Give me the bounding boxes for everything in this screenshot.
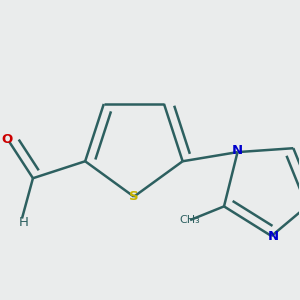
Text: H: H [19,216,29,229]
Text: O: O [2,133,13,146]
Text: CH₃: CH₃ [180,215,200,225]
Text: N: N [232,144,243,157]
Text: S: S [129,190,139,203]
Text: N: N [268,230,279,242]
